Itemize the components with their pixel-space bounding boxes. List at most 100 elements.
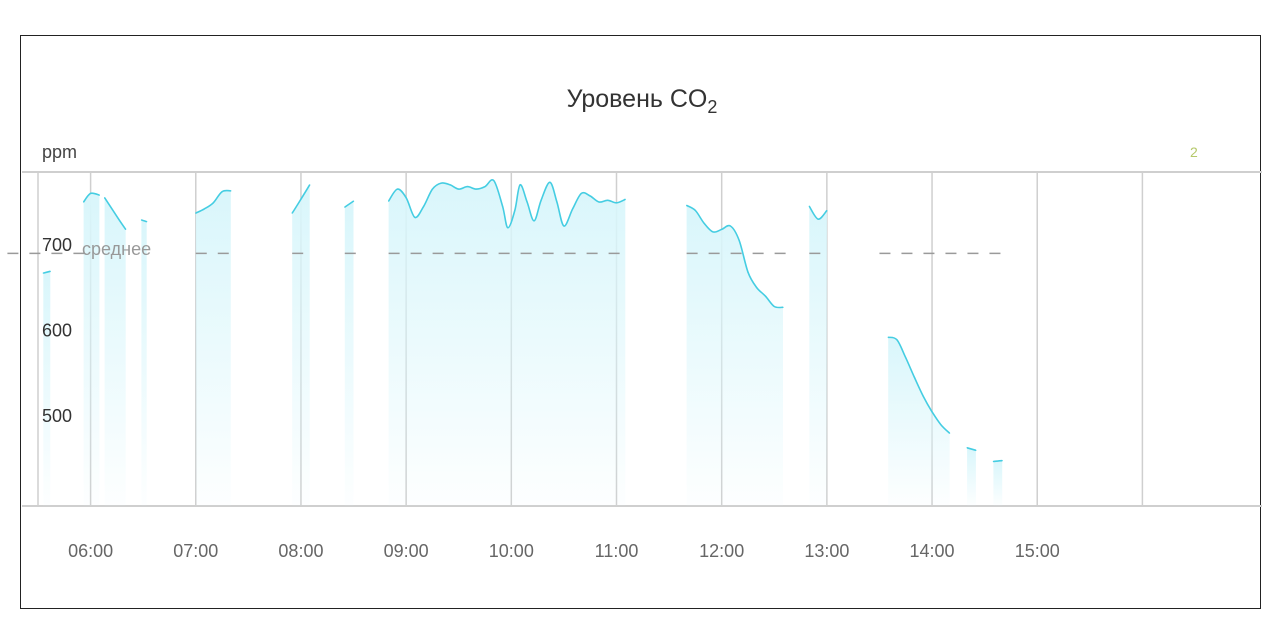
co2-point (98, 194, 100, 196)
co2-point (458, 188, 460, 190)
co2-line-segment-7 (387, 179, 626, 229)
co2-point (572, 208, 574, 210)
co2-point (533, 220, 535, 222)
co2-point (405, 197, 407, 199)
co2-point (195, 212, 197, 214)
co2-point (82, 201, 85, 203)
co2-point (507, 227, 509, 229)
co2-point (396, 188, 398, 190)
co2-point (203, 208, 206, 210)
co2-point (540, 199, 542, 201)
co2-point (89, 192, 92, 195)
co2-point (694, 209, 696, 212)
co2-point (484, 185, 486, 188)
x-axis-ticks: 06:00 07:00 08:00 09:00 10:00 11:00 12:00 13:00… (68, 541, 1060, 561)
x-tick-label: 12:00 (699, 541, 744, 561)
line-layer (42, 179, 1003, 463)
co2-point (352, 200, 355, 202)
average-label: среднее (82, 239, 151, 259)
chart-title: Уровень CO2 (567, 85, 718, 117)
co2-area-segment-10 (888, 337, 950, 506)
co2-point (514, 209, 516, 212)
co2-point (913, 376, 916, 379)
label-layer: 500 600 700 среднее (42, 235, 151, 426)
co2-point (49, 270, 51, 272)
co2-area-segment-2 (104, 197, 126, 506)
co2-point (431, 188, 434, 190)
co2-point (125, 228, 127, 230)
co2-point (817, 218, 819, 220)
co2-point (563, 225, 565, 227)
co2-point (556, 201, 558, 203)
co2-point (440, 182, 442, 184)
co2-point (146, 221, 148, 223)
area-layer (43, 179, 1003, 507)
corner-label: 2 (1190, 144, 1198, 160)
co2-point (729, 225, 732, 227)
co2-point (773, 305, 775, 308)
co2-point (703, 222, 705, 224)
co2-line-segment-8 (686, 204, 784, 309)
chart-title-subscript: 2 (707, 97, 717, 117)
co2-point (896, 339, 898, 341)
co2-point (423, 205, 425, 207)
co2-point (712, 231, 714, 233)
y-unit-label: ppm (42, 142, 77, 162)
co2-point (493, 179, 495, 182)
co2-point (992, 460, 995, 463)
x-tick-label: 09:00 (384, 541, 429, 561)
co2-point (738, 239, 740, 242)
x-tick-label: 14:00 (910, 541, 955, 561)
co2-point (1001, 460, 1003, 462)
co2-area-segment-11 (967, 447, 976, 506)
y-tick-label: 700 (42, 235, 72, 255)
co2-point (615, 202, 618, 204)
co2-line-segment-6 (344, 200, 354, 208)
co2-point (931, 411, 933, 413)
co2-area-segment-6 (344, 201, 354, 506)
co2-point (808, 205, 810, 207)
co2-point (598, 201, 600, 203)
co2-point (966, 447, 968, 449)
x-tick-label: 13:00 (804, 541, 849, 561)
co2-point (414, 216, 416, 218)
x-tick-label: 10:00 (489, 541, 534, 561)
co2-area-segment-3 (141, 220, 147, 506)
co2-point (42, 272, 44, 274)
co2-point (607, 199, 609, 201)
co2-point (466, 185, 469, 188)
x-tick-label: 07:00 (173, 541, 218, 561)
co2-point (526, 201, 528, 203)
co2-line-segment-12 (993, 459, 1003, 463)
co2-point (589, 195, 591, 197)
co2-area-segment-5 (292, 184, 310, 507)
co2-point (298, 201, 300, 203)
co2-point (549, 181, 551, 183)
co2-point (826, 209, 828, 212)
co2-point (624, 198, 626, 201)
co2-area-segment-1 (83, 193, 100, 506)
co2-area-segment-12 (993, 460, 1003, 506)
co2-area-segment-9 (809, 206, 827, 507)
co2-point (230, 190, 232, 192)
co2-point (580, 192, 583, 195)
co2-point (747, 271, 749, 273)
co2-point (905, 357, 907, 359)
x-tick-label: 11:00 (595, 541, 639, 561)
co2-point (686, 204, 688, 206)
co2-point (309, 184, 311, 186)
co2-point (449, 184, 451, 186)
co2-line-segment-10 (887, 336, 951, 434)
x-tick-label: 06:00 (68, 541, 113, 561)
co2-point (140, 219, 143, 221)
co2-point (756, 287, 758, 289)
co2-point (764, 295, 767, 297)
co2-point (104, 197, 106, 199)
co2-point (721, 228, 723, 230)
co2-point (212, 202, 214, 204)
co2-point (291, 212, 293, 214)
x-tick-label: 15:00 (1015, 541, 1060, 561)
co2-point (501, 205, 504, 207)
co2-point (118, 218, 120, 220)
